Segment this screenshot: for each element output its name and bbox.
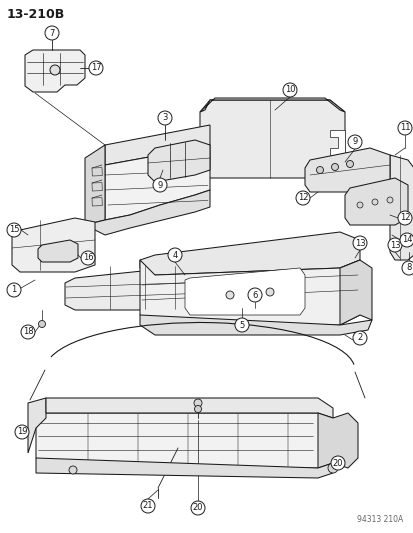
- Circle shape: [282, 83, 296, 97]
- Text: 94313 210A: 94313 210A: [356, 515, 402, 524]
- Text: 8: 8: [405, 263, 411, 272]
- Text: 13: 13: [389, 240, 399, 249]
- Bar: [92, 198, 102, 206]
- Circle shape: [247, 288, 261, 302]
- Text: 4: 4: [172, 251, 177, 260]
- Circle shape: [194, 399, 202, 407]
- Polygon shape: [329, 130, 344, 155]
- Polygon shape: [140, 260, 359, 325]
- Polygon shape: [36, 413, 332, 468]
- Circle shape: [346, 160, 353, 167]
- Circle shape: [330, 456, 344, 470]
- Circle shape: [81, 251, 95, 265]
- Circle shape: [7, 283, 21, 297]
- Text: 14: 14: [401, 236, 411, 245]
- Text: 13-210B: 13-210B: [7, 9, 65, 21]
- Polygon shape: [185, 268, 304, 315]
- Polygon shape: [36, 458, 332, 478]
- Text: 18: 18: [23, 327, 33, 336]
- Polygon shape: [140, 315, 371, 335]
- Circle shape: [45, 26, 59, 40]
- Text: 10: 10: [284, 85, 294, 94]
- Text: 16: 16: [83, 254, 93, 262]
- Text: 5: 5: [239, 320, 244, 329]
- Polygon shape: [344, 178, 407, 225]
- Circle shape: [153, 178, 166, 192]
- Circle shape: [69, 466, 77, 474]
- Text: 2: 2: [356, 334, 362, 343]
- Bar: [92, 168, 102, 176]
- Circle shape: [387, 238, 401, 252]
- Circle shape: [38, 320, 45, 327]
- Polygon shape: [389, 155, 413, 260]
- Polygon shape: [12, 218, 95, 272]
- Polygon shape: [46, 398, 332, 418]
- Circle shape: [327, 463, 337, 473]
- Circle shape: [194, 406, 201, 413]
- Text: 7: 7: [49, 28, 55, 37]
- Polygon shape: [147, 140, 209, 182]
- Circle shape: [397, 121, 411, 135]
- Text: 9: 9: [351, 138, 357, 147]
- Polygon shape: [65, 265, 209, 310]
- Circle shape: [266, 288, 273, 296]
- Circle shape: [21, 325, 35, 339]
- Bar: [92, 183, 102, 191]
- Text: 20: 20: [192, 504, 203, 513]
- Polygon shape: [304, 148, 389, 192]
- Text: 19: 19: [17, 427, 27, 437]
- Text: 1: 1: [11, 286, 17, 295]
- Circle shape: [331, 164, 338, 171]
- Circle shape: [386, 197, 392, 203]
- Circle shape: [371, 199, 377, 205]
- Text: 12: 12: [399, 214, 409, 222]
- Text: 20: 20: [332, 458, 342, 467]
- Circle shape: [356, 202, 362, 208]
- Circle shape: [158, 111, 171, 125]
- Circle shape: [352, 331, 366, 345]
- Text: 3: 3: [162, 114, 167, 123]
- Circle shape: [168, 248, 182, 262]
- Polygon shape: [140, 232, 359, 275]
- Circle shape: [316, 166, 323, 174]
- Circle shape: [235, 318, 248, 332]
- Circle shape: [50, 65, 60, 75]
- Text: 13: 13: [354, 238, 364, 247]
- Text: 17: 17: [90, 63, 101, 72]
- Polygon shape: [199, 100, 344, 178]
- Circle shape: [347, 135, 361, 149]
- Polygon shape: [339, 260, 371, 325]
- Polygon shape: [199, 98, 344, 112]
- Text: 9: 9: [157, 181, 162, 190]
- Polygon shape: [38, 240, 78, 262]
- Polygon shape: [85, 190, 209, 235]
- Circle shape: [295, 191, 309, 205]
- Circle shape: [141, 499, 154, 513]
- Polygon shape: [28, 398, 46, 453]
- Text: 11: 11: [399, 124, 409, 133]
- Text: 12: 12: [297, 193, 308, 203]
- Circle shape: [399, 233, 413, 247]
- Text: 15: 15: [9, 225, 19, 235]
- Text: 6: 6: [252, 290, 257, 300]
- Circle shape: [225, 291, 233, 299]
- Circle shape: [89, 61, 103, 75]
- Circle shape: [397, 211, 411, 225]
- Circle shape: [7, 223, 21, 237]
- Polygon shape: [317, 413, 357, 468]
- Circle shape: [352, 236, 366, 250]
- Circle shape: [401, 261, 413, 275]
- Circle shape: [190, 501, 204, 515]
- Polygon shape: [105, 125, 209, 165]
- Text: 21: 21: [142, 502, 153, 511]
- Circle shape: [15, 425, 29, 439]
- Polygon shape: [105, 145, 209, 220]
- Polygon shape: [25, 50, 85, 92]
- Polygon shape: [85, 145, 105, 225]
